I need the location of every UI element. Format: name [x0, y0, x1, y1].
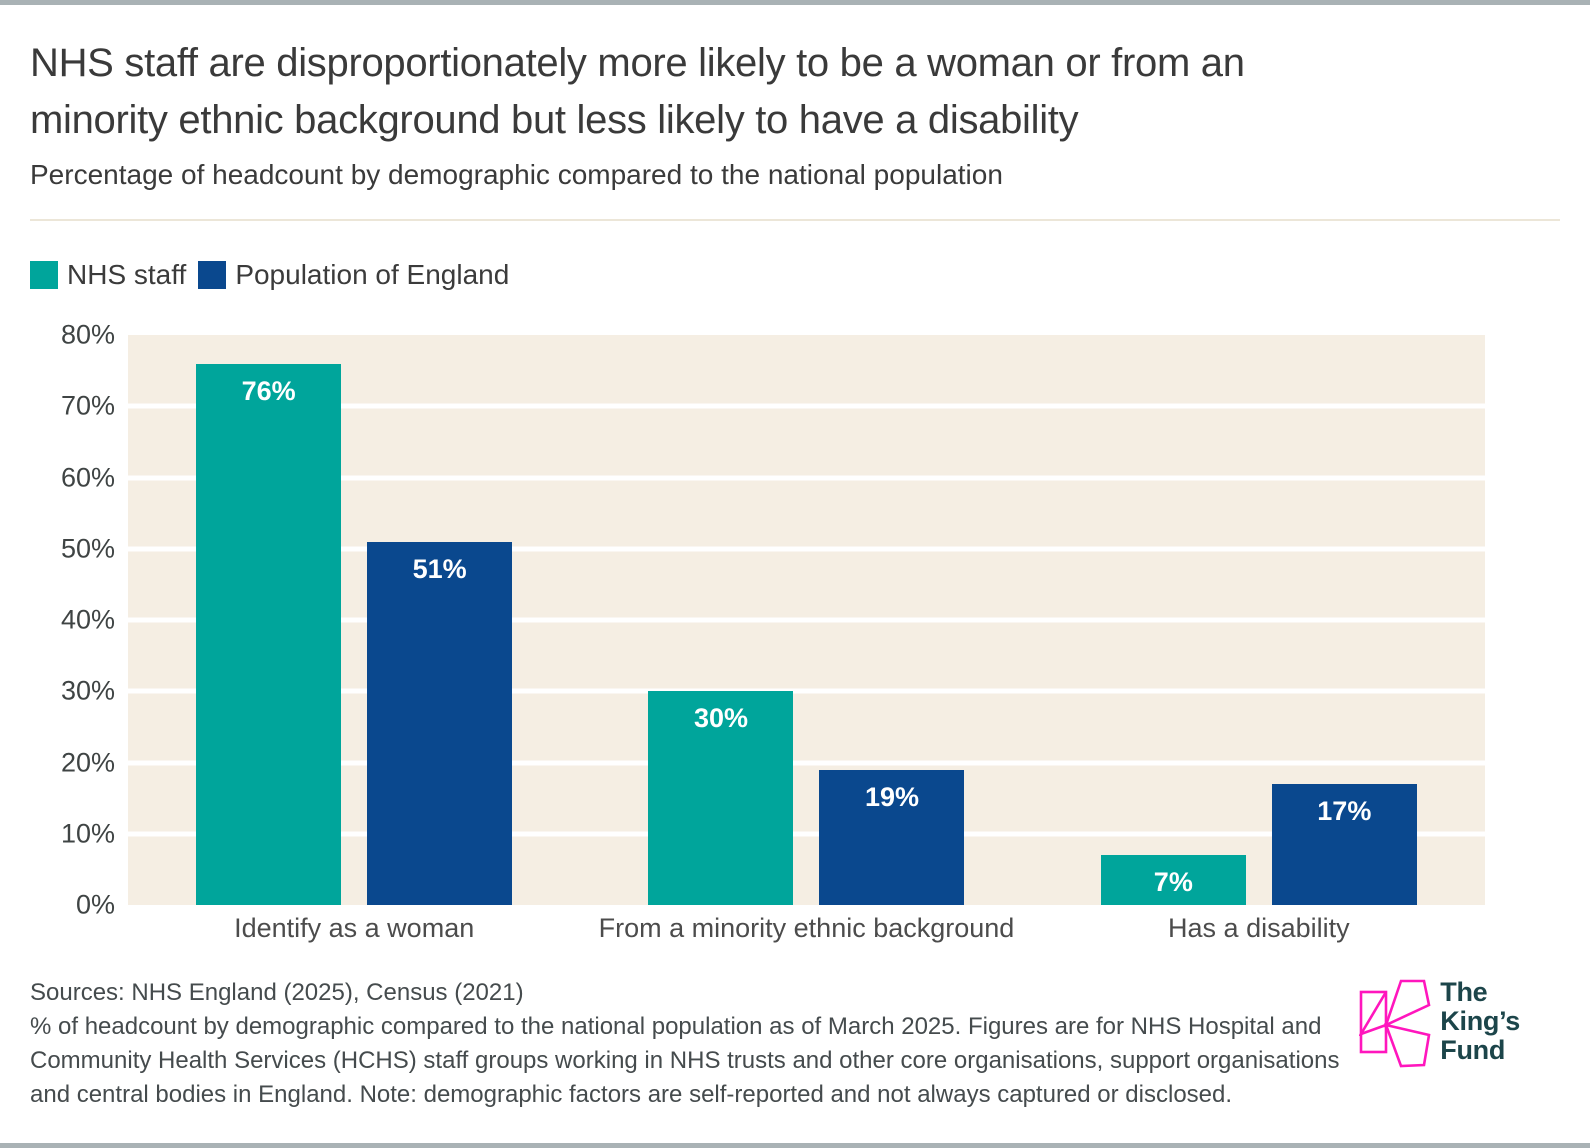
y-axis-tick-label: 50% — [60, 533, 115, 564]
bar-value-label: 51% — [412, 553, 467, 584]
bottom-accent-strip — [0, 1143, 1590, 1148]
plot-area: 76% 51% 30% 19% 7% 17% — [128, 335, 1485, 905]
legend: NHS staff Population of England — [30, 259, 1560, 291]
x-axis-labels: Identify as a woman From a minority ethni… — [128, 913, 1485, 944]
chart-title-line-2: minority ethnic background but less like… — [30, 98, 1079, 142]
gridline — [128, 546, 1485, 552]
bar-population-of-england-identify-as-a-woman: 51% — [367, 541, 513, 905]
logo-line-fund: Fund — [1440, 1035, 1506, 1065]
bar-population-of-england-has-a-disability: 17% — [1271, 783, 1417, 905]
legend-swatch-icon — [30, 261, 58, 289]
divider-line — [30, 219, 1560, 221]
logo-line-kings: King’s — [1440, 1006, 1520, 1036]
y-axis-tick-label: 80% — [60, 319, 115, 350]
y-axis: 0% 10% 20% 30% 40% 50% 60% 70% 80% — [30, 320, 128, 920]
note-text: % of headcount by demographic compared t… — [30, 1013, 1340, 1108]
gridline — [128, 760, 1485, 765]
y-axis-tick-label: 70% — [60, 390, 115, 421]
x-axis-category-label: From a minority ethnic background — [598, 913, 1015, 943]
x-axis-category-label: Identify as a woman — [234, 913, 475, 943]
logo-line-the: The — [1440, 977, 1488, 1007]
bar-chart: 0% 10% 20% 30% 40% 50% 60% 70% 80% 76% 51% 30% 19% 7… — [30, 320, 1560, 920]
footer: Sources: NHS England (2025), Census (202… — [30, 976, 1560, 1112]
x-axis-category-label: Has a disability — [1168, 913, 1350, 943]
bar-value-label: 19% — [864, 781, 919, 812]
legend-item-population-of-england: Population of England — [198, 259, 509, 291]
y-axis-tick-label: 0% — [75, 889, 115, 920]
chart-subtitle: Percentage of headcount by demographic c… — [30, 159, 1003, 190]
y-axis-tick-label: 20% — [60, 747, 115, 777]
footnotes: Sources: NHS England (2025), Census (202… — [30, 976, 1345, 1112]
bar-group-from-a-minority-ethnic-background: 30% 19% — [580, 335, 1032, 905]
legend-label: Population of England — [235, 259, 510, 290]
bar-nhs-staff-from-a-minority-ethnic-background: 30% — [648, 691, 794, 905]
y-axis-tick-label: 10% — [60, 818, 115, 849]
sources-text: Sources: NHS England (2025), Census (202… — [30, 979, 524, 1006]
kings-fund-logo-text: The King’s Fund — [1440, 978, 1520, 1065]
page: NHS staff are disproportionately more li… — [0, 35, 1590, 1112]
legend-label: NHS staff — [67, 259, 187, 290]
bar-value-label: 76% — [241, 375, 296, 406]
gridline — [128, 403, 1485, 409]
kings-fund-logo-k-icon — [1359, 979, 1431, 1068]
gridline — [128, 617, 1485, 623]
chart-title-line-1: NHS staff are disproportionately more li… — [30, 41, 1245, 85]
bar-group-identify-as-a-woman: 76% 51% — [128, 335, 580, 905]
bar-value-label: 17% — [1317, 795, 1372, 826]
gridline — [128, 831, 1485, 837]
kings-fund-logo: The King’s Fund — [1359, 978, 1520, 1070]
legend-swatch-icon — [198, 261, 227, 289]
bar-group-has-a-disability: 7% 17% — [1033, 335, 1485, 905]
legend-item-nhs-staff: NHS staff — [30, 259, 186, 291]
y-axis-tick-label: 40% — [60, 604, 115, 635]
bar-value-label: 7% — [1153, 867, 1193, 898]
chart-title: NHS staff are disproportionately more li… — [30, 35, 1560, 149]
bar-nhs-staff-has-a-disability: 7% — [1100, 855, 1246, 905]
bar-population-of-england-from-a-minority-ethnic-background: 19% — [819, 769, 965, 905]
top-accent-strip — [0, 0, 1590, 5]
gridline — [128, 475, 1485, 480]
bar-nhs-staff-identify-as-a-woman: 76% — [196, 363, 342, 905]
y-axis-tick-label: 30% — [60, 675, 115, 706]
bar-value-label: 30% — [693, 703, 748, 734]
gridline — [128, 688, 1485, 694]
y-axis-tick-label: 60% — [60, 462, 115, 492]
